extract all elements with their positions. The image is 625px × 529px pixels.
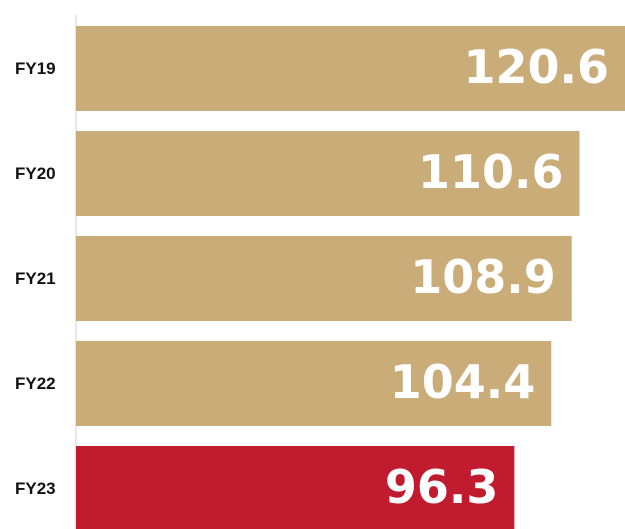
y-tick-label: FY19 [15, 59, 56, 78]
y-tick-label: FY23 [15, 479, 56, 498]
data-label: 104.4 [390, 355, 536, 409]
y-tick-label: FY20 [15, 164, 56, 183]
bar [76, 236, 572, 321]
data-label: 110.6 [418, 145, 564, 199]
bar [76, 446, 515, 529]
bar [76, 131, 580, 216]
data-label: 108.9 [410, 250, 556, 304]
data-label: 96.3 [385, 460, 499, 514]
bar [76, 341, 552, 426]
data-label: 120.6 [463, 40, 609, 94]
y-tick-label: FY21 [15, 269, 56, 288]
y-tick-label: FY22 [15, 374, 56, 393]
bar [76, 26, 625, 111]
